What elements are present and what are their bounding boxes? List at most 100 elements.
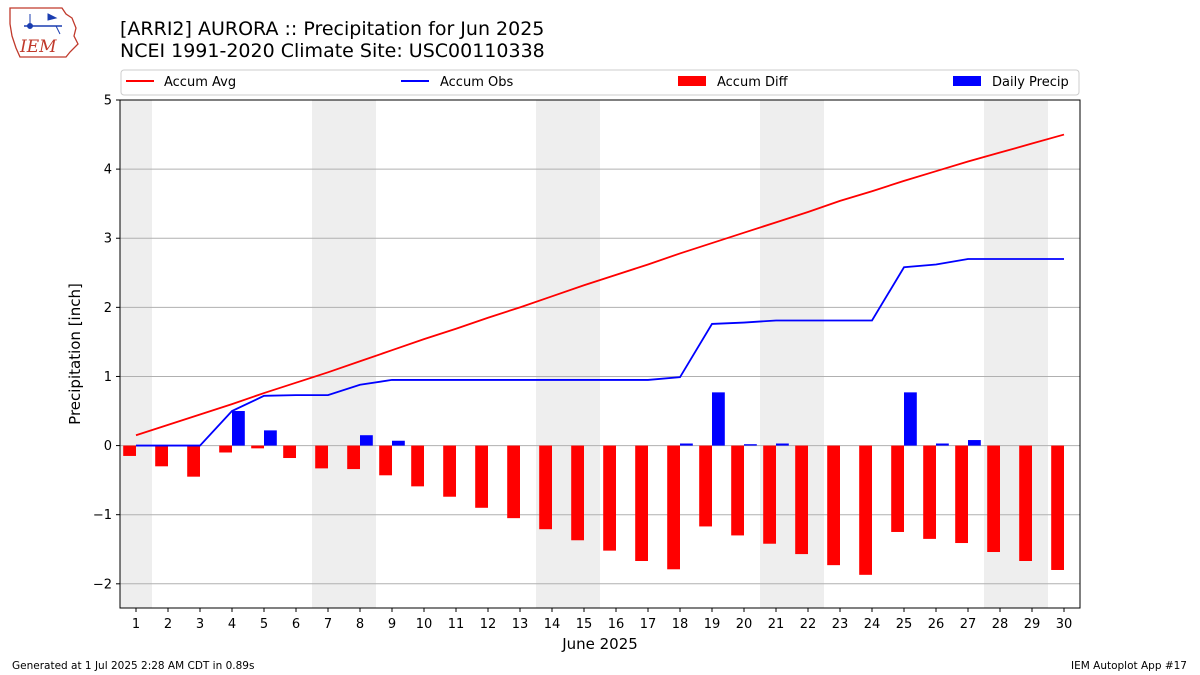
x-tick-label-24: 24 xyxy=(864,617,881,632)
legend-swatch-daily-precip xyxy=(953,76,981,86)
bar-accum-diff-1 xyxy=(123,445,136,456)
bar-accum-diff-21 xyxy=(763,445,776,544)
bar-accum-diff-8 xyxy=(347,445,360,470)
x-tick-label-14: 14 xyxy=(544,617,561,632)
x-tick-label-13: 13 xyxy=(512,617,529,632)
x-tick-label-27: 27 xyxy=(960,617,977,632)
x-tick-label-16: 16 xyxy=(608,617,625,632)
bar-daily-precip-9 xyxy=(392,440,405,446)
y-tick-label-1: −1 xyxy=(93,508,112,523)
bar-daily-precip-25 xyxy=(904,392,917,446)
line-accum-avg xyxy=(135,133,1065,437)
x-tick-label-7: 7 xyxy=(324,617,332,632)
x-tick-label-4: 4 xyxy=(228,617,236,632)
bar-daily-precip-19 xyxy=(712,392,725,446)
x-tick-label-18: 18 xyxy=(672,617,689,632)
bar-accum-diff-15 xyxy=(571,445,584,541)
iowa-outline-icon xyxy=(9,7,79,58)
y-tick-label-5: 3 xyxy=(104,232,112,247)
plot-frame xyxy=(119,99,1081,609)
y-tick-label-7: 5 xyxy=(104,94,112,109)
chart-title: [ARRI2] AURORA :: Precipitation for Jun … xyxy=(120,18,544,40)
logo-text: IEM xyxy=(19,37,57,57)
x-tick-label-22: 22 xyxy=(800,617,817,632)
bar-accum-diff-18 xyxy=(667,445,680,570)
x-tick-label-23: 23 xyxy=(832,617,849,632)
iem-logo: IEM xyxy=(9,7,79,58)
x-tick-label-8: 8 xyxy=(356,617,364,632)
chart-subtitle: NCEI 1991-2020 Climate Site: USC00110338 xyxy=(120,40,545,62)
bar-accum-diff-24 xyxy=(859,445,872,575)
x-tick-label-30: 30 xyxy=(1056,617,1073,632)
bar-accum-diff-27 xyxy=(955,445,968,544)
x-tick-label-5: 5 xyxy=(260,617,268,632)
footer-generated: Generated at 1 Jul 2025 2:28 AM CDT in 0… xyxy=(12,660,254,672)
bar-accum-diff-6 xyxy=(283,445,296,459)
x-tick-label-17: 17 xyxy=(640,617,657,632)
x-tick-label-19: 19 xyxy=(704,617,721,632)
weather-station-icon xyxy=(24,13,62,35)
bar-accum-diff-12 xyxy=(475,445,488,508)
bar-accum-diff-7 xyxy=(315,445,328,469)
x-tick-label-2: 2 xyxy=(164,617,172,632)
bar-accum-diff-10 xyxy=(411,445,424,487)
x-tick-label-1: 1 xyxy=(132,617,140,632)
x-tick-label-28: 28 xyxy=(992,617,1009,632)
series-lines xyxy=(135,133,1065,447)
x-tick-label-26: 26 xyxy=(928,617,945,632)
bar-accum-diff-5 xyxy=(251,445,264,449)
legend-label-accum-avg: Accum Avg xyxy=(164,75,236,90)
bar-accum-diff-26 xyxy=(923,445,936,539)
x-tick-label-20: 20 xyxy=(736,617,753,632)
bar-daily-precip-18 xyxy=(680,443,693,446)
legend: Accum Avg Accum Obs Accum Diff Daily Pre… xyxy=(120,69,1080,96)
bar-accum-diff-30 xyxy=(1051,445,1064,570)
legend-label-daily-precip: Daily Precip xyxy=(992,75,1069,90)
x-tick-label-9: 9 xyxy=(388,617,396,632)
bar-accum-diff-16 xyxy=(603,445,616,551)
x-axis-label: June 2025 xyxy=(561,635,638,653)
bars xyxy=(123,392,1064,575)
weekend-band-1 xyxy=(312,100,376,608)
bar-accum-diff-11 xyxy=(443,445,456,497)
bar-accum-diff-9 xyxy=(379,445,392,476)
weekend-band-2 xyxy=(536,100,600,608)
x-tick-label-11: 11 xyxy=(448,617,465,632)
x-tick-label-6: 6 xyxy=(292,617,300,632)
legend-label-accum-obs: Accum Obs xyxy=(440,75,513,90)
bar-accum-diff-19 xyxy=(699,445,712,527)
bar-accum-diff-23 xyxy=(827,445,840,566)
bar-accum-diff-29 xyxy=(1019,445,1032,562)
bar-daily-precip-20 xyxy=(744,444,757,446)
y-tick-label-3: 1 xyxy=(104,370,112,385)
bar-accum-diff-17 xyxy=(635,445,648,562)
bar-accum-diff-4 xyxy=(219,445,232,453)
footer-app: IEM Autoplot App #17 xyxy=(1071,660,1187,672)
x-tick-label-15: 15 xyxy=(576,617,593,632)
legend-swatch-accum-diff xyxy=(678,76,706,86)
legend-frame xyxy=(120,69,1080,96)
bar-accum-diff-20 xyxy=(731,445,744,536)
y-tick-label-2: 0 xyxy=(104,439,112,454)
x-tick-label-21: 21 xyxy=(768,617,785,632)
x-tick-label-3: 3 xyxy=(196,617,204,632)
bar-accum-diff-2 xyxy=(155,445,168,467)
bar-daily-precip-21 xyxy=(776,443,789,446)
y-tick-label-6: 4 xyxy=(104,163,112,178)
bar-daily-precip-26 xyxy=(936,443,949,446)
line-accum-obs xyxy=(136,258,1064,447)
bar-daily-precip-27 xyxy=(968,440,981,446)
bar-accum-diff-25 xyxy=(891,445,904,532)
x-tick-label-10: 10 xyxy=(416,617,433,632)
x-tick-label-12: 12 xyxy=(480,617,497,632)
y-axis-ticks: −2 −1 0 1 2 3 4 5 xyxy=(93,94,120,592)
bar-accum-diff-14 xyxy=(539,445,552,530)
bar-daily-precip-5 xyxy=(264,430,277,446)
x-axis-ticks: 1 2 3 4 5 6 7 8 9 10 11 12 13 14 15 16 17 18 19 20 21 22 23 24 2… xyxy=(132,608,1072,632)
gridlines xyxy=(120,99,1080,585)
weekend-band-0 xyxy=(120,100,152,608)
legend-label-accum-diff: Accum Diff xyxy=(717,75,789,90)
bar-accum-diff-28 xyxy=(987,445,1000,553)
bar-accum-diff-3 xyxy=(187,445,200,477)
